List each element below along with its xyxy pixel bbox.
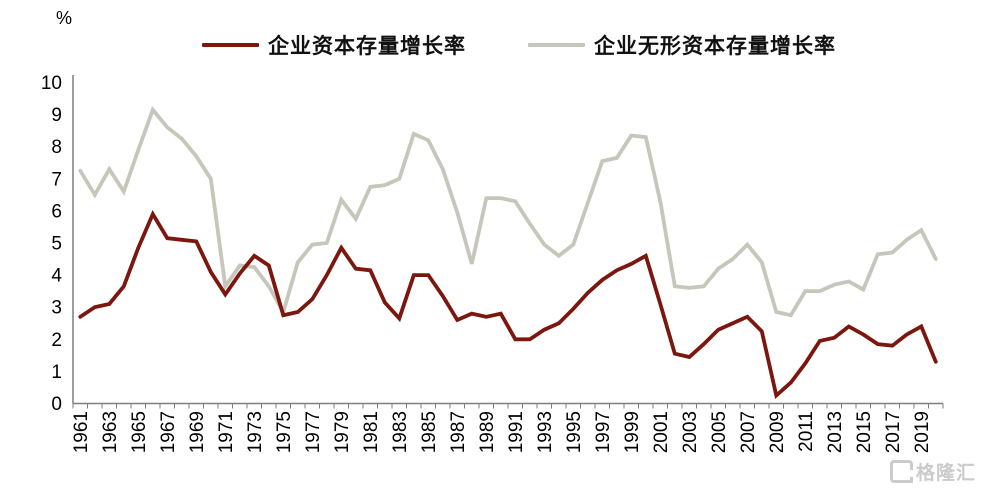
- x-tick-label: 1993: [535, 411, 556, 453]
- legend-item-capital-stock: 企业资本存量增长率: [202, 30, 466, 60]
- y-tick-label: 7: [51, 169, 62, 190]
- x-tick-label: 2007: [738, 411, 759, 453]
- x-tick-label: 1961: [71, 411, 92, 453]
- x-tick-label: 2011: [796, 411, 817, 452]
- x-tick-label: 1983: [390, 411, 411, 453]
- x-tick-label: 1985: [419, 411, 440, 453]
- x-tick-label: 2015: [854, 411, 875, 453]
- x-tick-label: 1977: [303, 411, 324, 453]
- series-line-intangible-capital-stock-growth: [78, 106, 938, 318]
- x-tick-label: 1987: [448, 411, 469, 453]
- gelonghui-logo-icon: [889, 460, 913, 483]
- x-tick-label: 1963: [100, 411, 121, 453]
- legend-label: 企业资本存量增长率: [268, 35, 466, 58]
- x-tick-label: 2013: [825, 411, 846, 453]
- y-tick-label: 8: [51, 137, 62, 158]
- y-tick-label: 1: [51, 362, 62, 383]
- x-tick-label: 2003: [680, 411, 701, 453]
- x-tick-label: 1967: [158, 411, 179, 453]
- y-tick-label: 4: [51, 266, 62, 287]
- y-tick-label: 6: [51, 201, 62, 222]
- x-tick-label: 1979: [332, 411, 353, 453]
- x-tick-label: 2005: [709, 411, 730, 453]
- x-tick-label: 1997: [593, 411, 614, 453]
- legend-line-swatch-dark-red: [202, 43, 259, 47]
- y-tick-label: 5: [51, 234, 62, 255]
- x-tick-label: 2017: [883, 411, 904, 453]
- y-tick-label: 9: [51, 105, 62, 126]
- legend-item-intangible-capital-stock: 企业无形资本存量增长率: [528, 30, 836, 60]
- x-tick-label: 1971: [216, 411, 237, 453]
- x-tick-label: 1973: [245, 411, 266, 453]
- x-tick-label: 1969: [187, 411, 208, 453]
- x-tick-label: 2001: [651, 411, 672, 453]
- legend: 企业资本存量增长率 企业无形资本存量增长率: [28, 30, 982, 60]
- x-tick-label: 1999: [622, 411, 643, 453]
- x-tick-label: 1965: [129, 411, 150, 453]
- legend-line-swatch-gray: [528, 43, 585, 47]
- x-tick-label: 1995: [564, 411, 585, 453]
- x-tick-label: 2009: [767, 411, 788, 453]
- x-tick-label: 1991: [506, 411, 527, 453]
- y-tick-label: 10: [41, 73, 62, 94]
- y-tick-label: 0: [51, 394, 62, 415]
- series-line-capital-stock-growth: [78, 209, 938, 400]
- x-tick-label: 1981: [361, 411, 382, 453]
- y-tick-label: 2: [51, 330, 62, 351]
- x-tick-label: 1989: [477, 411, 498, 453]
- y-tick-label: 3: [51, 298, 62, 319]
- watermark-text: 格隆汇: [915, 463, 976, 484]
- x-tick-label: 2019: [912, 411, 933, 453]
- y-axis-unit-label: %: [56, 8, 73, 28]
- legend-label: 企业无形资本存量增长率: [594, 35, 836, 58]
- watermark: 格隆汇: [889, 458, 976, 485]
- x-tick-label: 1975: [274, 411, 295, 453]
